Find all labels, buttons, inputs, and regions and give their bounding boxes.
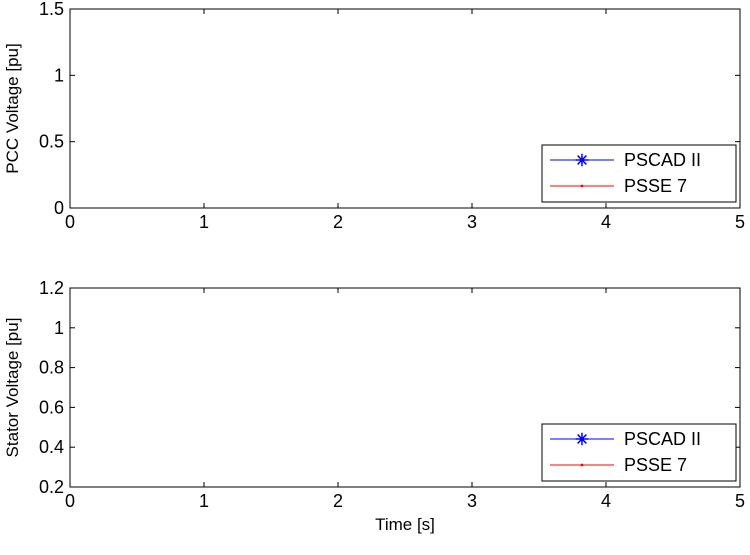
y-tick-label: 1	[54, 318, 64, 338]
legend-label: PSCAD II	[624, 150, 701, 170]
y-tick-label: 1.2	[39, 278, 64, 298]
x-tick-label: 1	[199, 212, 209, 232]
x-tick-label: 4	[601, 212, 611, 232]
legend-marker	[580, 184, 584, 188]
legend-label: PSSE 7	[624, 455, 687, 475]
legend: PSCAD II PSSE 7	[541, 423, 737, 482]
y-tick-label: 1	[54, 65, 64, 85]
legend-box	[541, 423, 737, 482]
legend-marker	[575, 432, 589, 446]
y-tick-label: 1.5	[39, 0, 64, 19]
y-tick-label: 0.6	[39, 397, 64, 417]
x-tick-label: 5	[735, 212, 745, 232]
legend-marker	[580, 463, 584, 467]
x-axis-label: Time [s]	[375, 515, 435, 534]
y-tick-label: 0.2	[39, 477, 64, 497]
x-tick-label: 4	[601, 491, 611, 511]
chart-2: 0 1 2 3 4 5 0.2 0.4 0.6 0.8 1 1.2 Stator Voltage [pu…	[3, 278, 745, 534]
legend-marker	[575, 153, 589, 167]
x-tick-label: 3	[467, 212, 477, 232]
x-tick-label: 0	[65, 491, 75, 511]
x-tick-label: 2	[333, 212, 343, 232]
x-tick-label: 1	[199, 491, 209, 511]
x-tick-label: 0	[65, 212, 75, 232]
legend-label: PSSE 7	[624, 176, 687, 196]
y-tick-label: 0	[54, 198, 64, 218]
x-tick-label: 5	[735, 491, 745, 511]
axes-frame	[69, 8, 741, 209]
x-tick-label: 2	[333, 491, 343, 511]
legend: PSCAD II PSSE 7	[541, 144, 737, 203]
y-axis-label: Stator Voltage [pu]	[3, 318, 22, 458]
y-tick-label: 0.4	[39, 437, 64, 457]
legend-box	[541, 144, 737, 203]
y-tick-label: 0.5	[39, 132, 64, 152]
y-axis-label: PCC Voltage [pu]	[3, 43, 22, 173]
legend-label: PSCAD II	[624, 429, 701, 449]
x-tick-label: 3	[467, 491, 477, 511]
y-tick-label: 0.8	[39, 358, 64, 378]
